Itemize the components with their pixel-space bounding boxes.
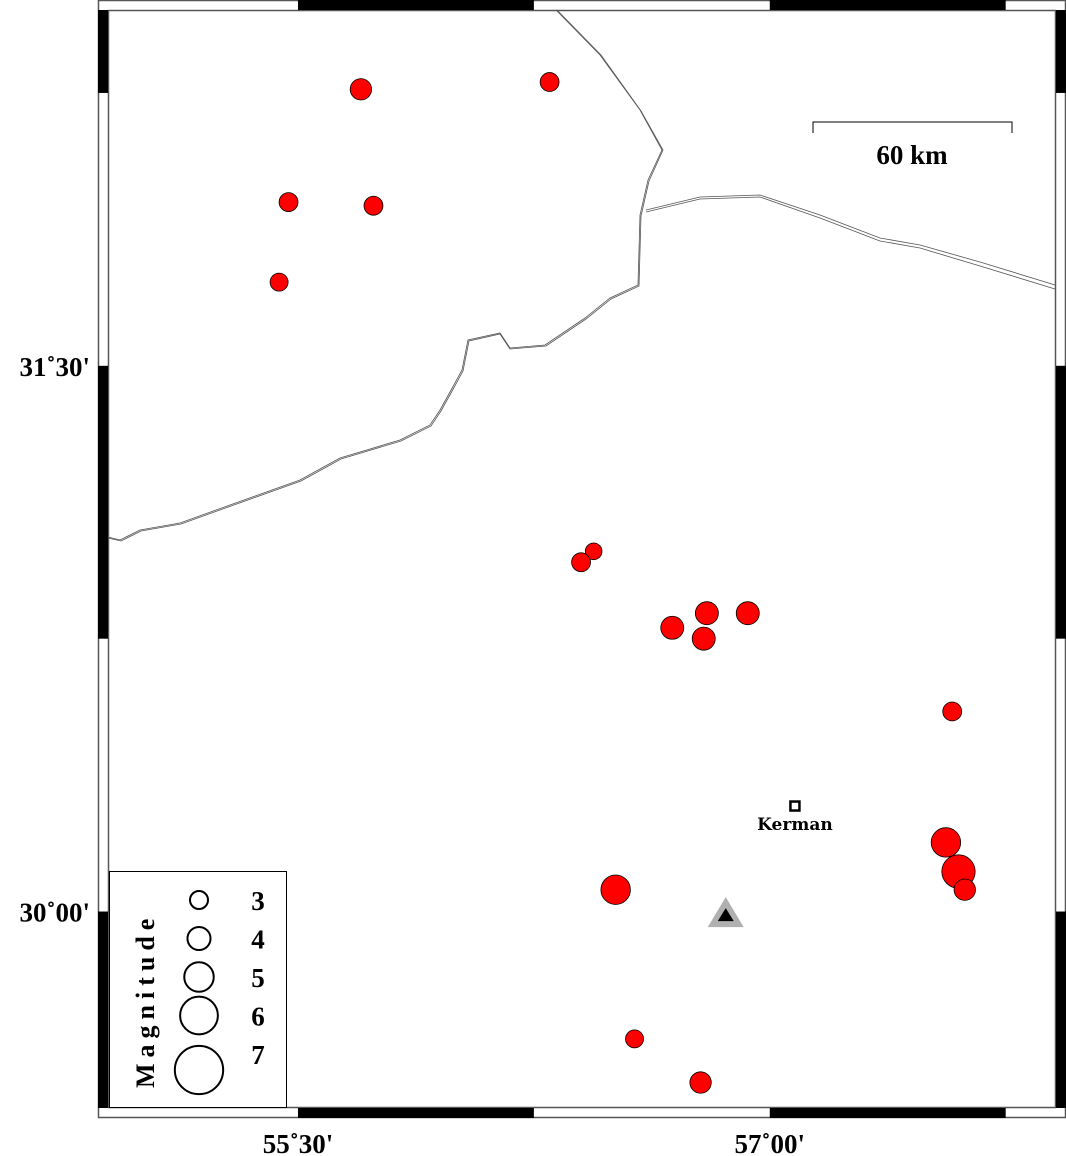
- legend-label: 4: [251, 925, 265, 955]
- scale-bar: 60 km: [812, 121, 1013, 170]
- earthquake-event: [600, 874, 631, 905]
- earthquake-event: [363, 195, 384, 216]
- province-boundary: [107, 9, 1056, 542]
- latitude-label: 31˚30': [20, 352, 91, 382]
- longitude-label: 55˚30': [263, 1129, 334, 1156]
- earthquake-event: [539, 72, 560, 92]
- station-inner-triangle: [717, 908, 734, 922]
- earthquake-event: [625, 1029, 644, 1049]
- legend-title: Magnitude: [131, 913, 160, 1088]
- earthquake-event: [660, 615, 685, 640]
- earthquake-event: [735, 601, 760, 626]
- earthquake-events: [269, 72, 976, 1094]
- frame-band: [98, 365, 108, 639]
- city-label: Kerman: [757, 815, 833, 835]
- frame-band: [769, 1108, 1006, 1118]
- frame-band: [297, 1108, 534, 1118]
- legend-circle: [173, 1044, 225, 1096]
- frame-band: [1056, 911, 1066, 1108]
- earthquake-event: [571, 552, 591, 573]
- legend-label: 5: [251, 963, 265, 993]
- latitude-label: 30˚00': [20, 898, 91, 928]
- legend-circle: [179, 995, 219, 1036]
- legend-label: 7: [251, 1040, 265, 1070]
- earthquake-event: [584, 542, 603, 561]
- earthquake-event: [691, 626, 716, 651]
- earthquake-event: [694, 601, 719, 626]
- map-frame: [97, 0, 1066, 1119]
- square-marker-icon: [789, 800, 801, 812]
- legend-circle: [189, 890, 209, 910]
- earthquake-event: [269, 272, 289, 292]
- longitude-label: 57˚00': [735, 1129, 806, 1156]
- earthquake-event: [278, 192, 299, 212]
- scale-bar-label: 60 km: [876, 140, 948, 170]
- legend-label: 3: [251, 886, 265, 916]
- earthquake-event: [953, 878, 976, 901]
- frame-band: [98, 911, 108, 1108]
- frame-band: [1056, 10, 1066, 93]
- legend: Magnitude 3 4 5 6 7: [109, 871, 287, 1108]
- legend-circle: [186, 925, 212, 952]
- frame-band: [297, 0, 534, 10]
- earthquake-event: [689, 1071, 712, 1094]
- earthquake-event: [930, 827, 962, 858]
- frame-band: [769, 0, 1006, 10]
- legend-circle: [183, 961, 215, 993]
- frame-band: [98, 10, 108, 93]
- earthquake-event: [942, 701, 963, 722]
- frame-band: [1056, 365, 1066, 639]
- earthquake-event: [349, 78, 372, 101]
- legend-label: 6: [251, 1002, 265, 1032]
